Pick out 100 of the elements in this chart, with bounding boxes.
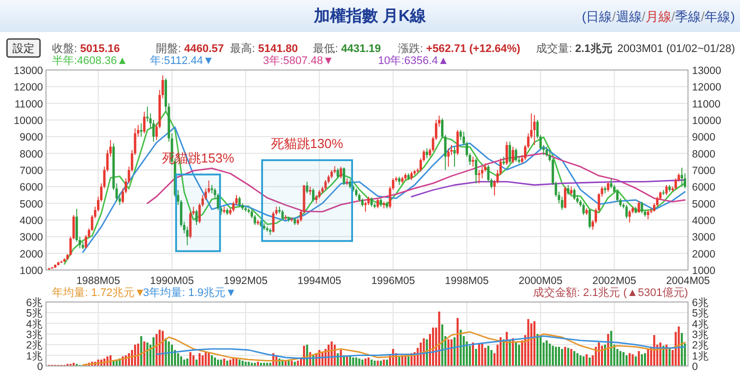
bar — [376, 360, 379, 366]
bar — [616, 348, 618, 366]
text: 成交金額: 2.1兆元 (▲5301億元) — [532, 286, 688, 299]
bar — [644, 353, 646, 366]
bar — [374, 360, 376, 366]
bar — [638, 351, 640, 366]
candlestick — [564, 186, 566, 209]
y-tick-label: 1000 — [20, 265, 44, 277]
band-label: 死貓跳130% — [270, 136, 344, 152]
candlestick — [308, 186, 312, 196]
bar — [626, 355, 628, 366]
bar — [441, 324, 444, 366]
bar — [576, 353, 578, 366]
bar — [579, 355, 582, 366]
bar — [508, 340, 511, 366]
y2-tick-label: 13000 — [692, 65, 722, 77]
y-tick-label: 3兆 — [26, 328, 43, 341]
y2-tick-label: 3兆 — [692, 328, 709, 341]
candlestick — [625, 204, 628, 219]
candlestick — [447, 148, 450, 168]
bar — [196, 360, 198, 366]
bar — [183, 360, 186, 366]
x-tick-label: 2004M05 — [666, 275, 710, 287]
bar — [158, 330, 161, 366]
y-tick-label: 9000 — [20, 132, 44, 144]
x-tick-label: 1990M05 — [150, 275, 194, 287]
candlestick — [508, 141, 512, 164]
y2-tick-label: 4000 — [692, 215, 716, 227]
bar — [475, 348, 478, 366]
text: 2003M01 (01/02~01/28) — [617, 43, 735, 55]
y-tick-label: 8000 — [20, 148, 44, 160]
y2-tick-label: 9000 — [692, 132, 716, 144]
bar — [622, 352, 624, 366]
text: 漲跌: +562.71 (+12.64%) — [398, 43, 521, 55]
bar — [487, 346, 490, 366]
bar — [533, 321, 536, 366]
bar — [223, 358, 226, 366]
bar — [570, 348, 572, 366]
bar — [527, 319, 530, 366]
bar — [143, 341, 146, 366]
bar — [548, 344, 551, 366]
bar — [619, 351, 622, 366]
candlestick — [680, 167, 684, 188]
bar — [634, 356, 637, 366]
bar — [588, 357, 591, 366]
bar — [450, 339, 452, 366]
bar — [460, 330, 462, 366]
text: 開盤: 4460.57 — [156, 43, 224, 55]
y2-tick-label: 5兆 — [692, 306, 709, 320]
y-tick-label: 11000 — [14, 98, 44, 110]
candlestick — [674, 178, 677, 190]
candlestick — [588, 208, 591, 229]
bar — [170, 344, 173, 366]
candlestick — [382, 201, 386, 209]
text: 收盤: 5015.16 — [52, 43, 120, 55]
bar — [632, 354, 634, 366]
bar — [186, 358, 188, 366]
bar — [358, 358, 360, 366]
bar — [678, 326, 680, 366]
bar — [564, 346, 566, 366]
candlestick — [426, 148, 428, 159]
bar — [177, 353, 180, 366]
candlestick — [582, 202, 585, 216]
y-tick-label: 6000 — [20, 182, 44, 194]
bar — [573, 351, 576, 366]
bar — [518, 344, 520, 366]
text: 3年:5807.48▼ — [263, 55, 334, 67]
bar — [382, 360, 385, 366]
y2-tick-label: 10000 — [692, 115, 722, 127]
candlestick — [646, 210, 650, 220]
bar — [229, 360, 232, 366]
bar — [352, 357, 354, 366]
y2-tick-label: 1兆 — [692, 349, 709, 362]
y2-tick-label: 2000 — [692, 248, 716, 260]
y-tick-label: 12000 — [14, 82, 44, 94]
bar — [514, 342, 517, 366]
candlestick — [312, 188, 314, 202]
text: (日線/週線/月線/季線/年線) — [582, 9, 735, 24]
text: 最高: 5141.80 — [230, 42, 298, 55]
candlestick — [533, 114, 536, 146]
bar — [432, 328, 434, 366]
bar — [567, 348, 570, 366]
y-tick-label: 4000 — [20, 215, 44, 227]
bar — [198, 353, 201, 366]
bar — [242, 360, 244, 366]
bar — [668, 348, 671, 366]
bar — [238, 360, 241, 366]
y-tick-label: 2000 — [20, 248, 44, 260]
candlestick — [506, 141, 508, 166]
bar — [290, 360, 293, 366]
bar — [582, 356, 585, 366]
y2-tick-label: 7000 — [692, 165, 716, 177]
y-tick-label: 7000 — [20, 165, 44, 177]
bar — [604, 344, 606, 366]
y2-tick-label: 6兆 — [692, 296, 709, 309]
candlestick — [376, 198, 379, 209]
candlestick — [456, 130, 459, 156]
bar — [192, 355, 194, 366]
bar — [456, 318, 459, 366]
candlestick — [306, 181, 308, 194]
